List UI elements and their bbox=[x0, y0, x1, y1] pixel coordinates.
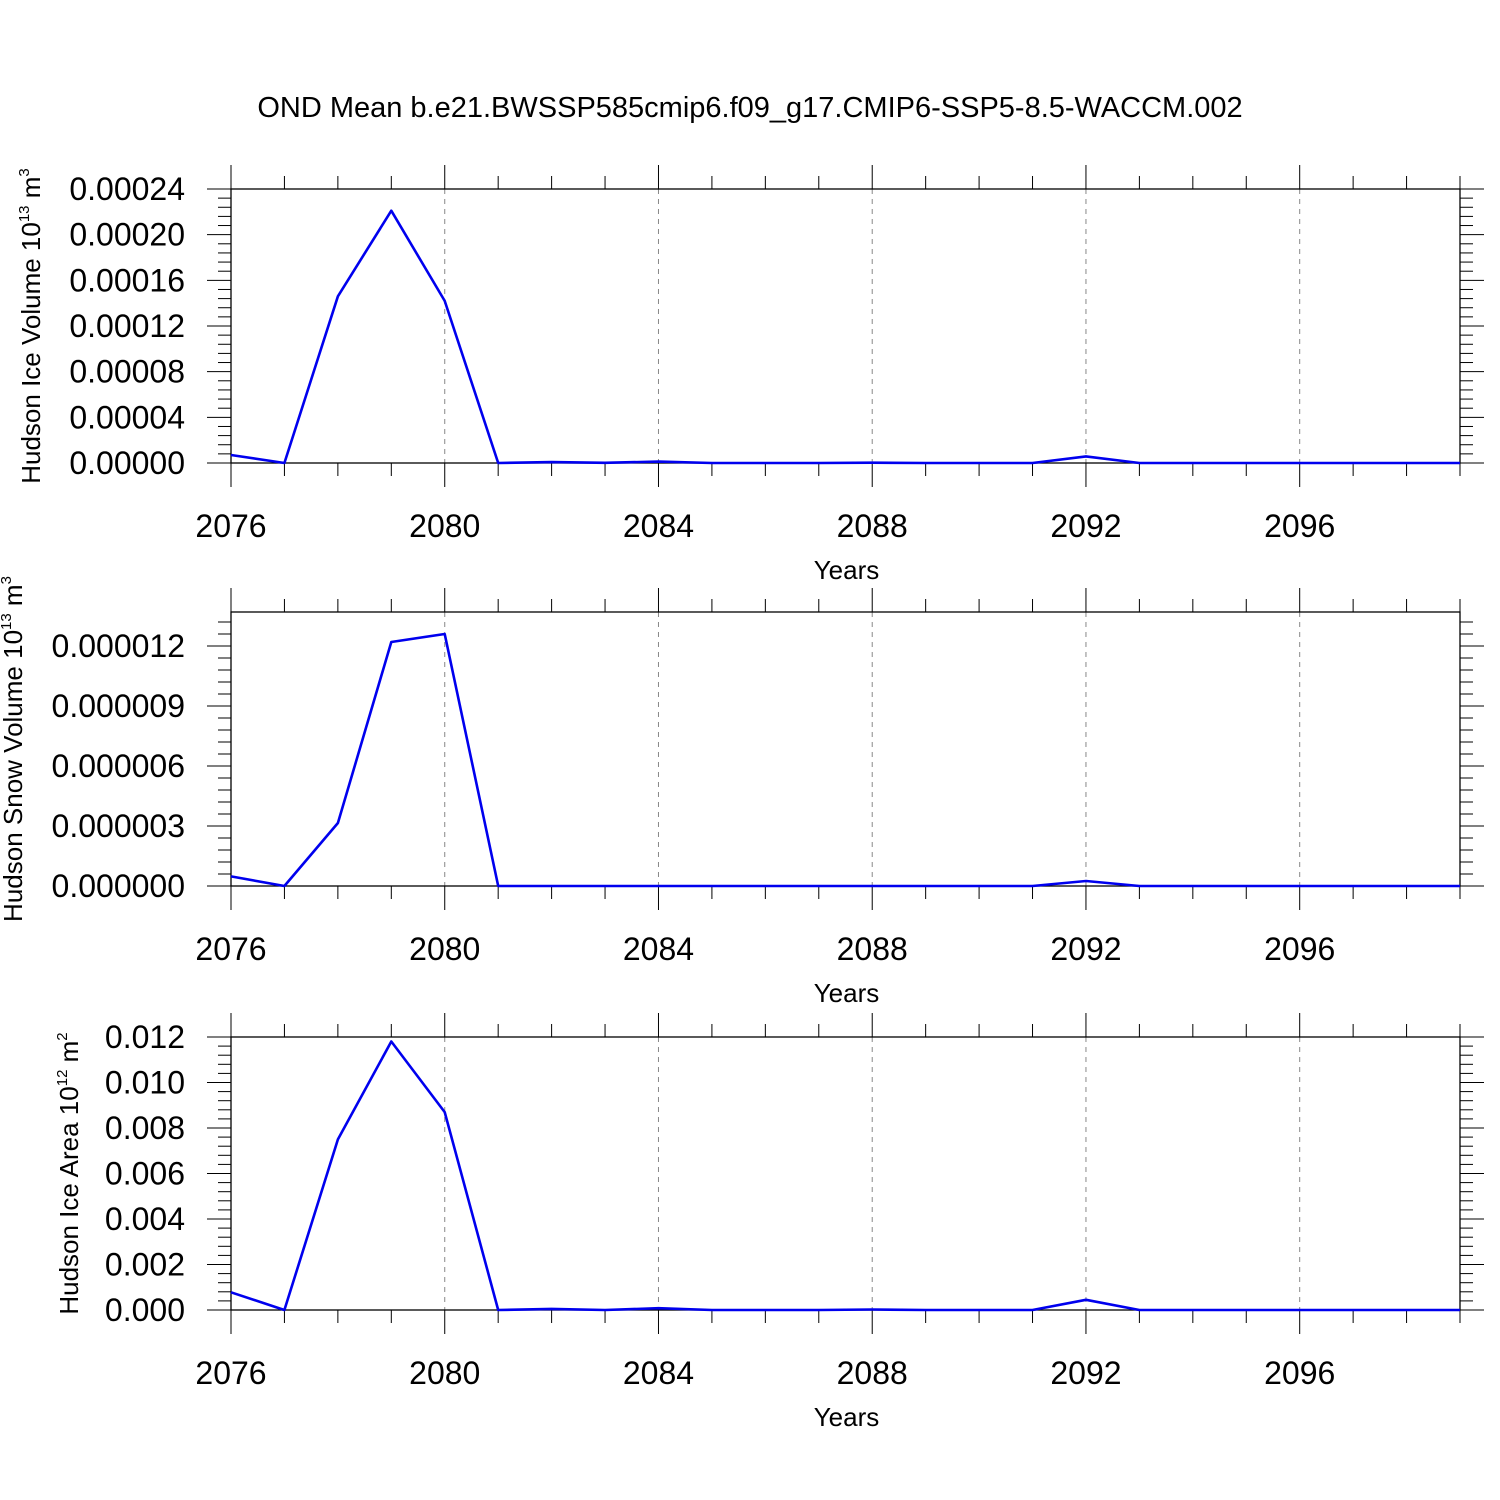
x-tick-label: 2092 bbox=[1050, 1355, 1121, 1391]
chart-panel-1: 2076 2080 2084 2088 2092 2096 Years 0.00000 0.00… bbox=[16, 165, 1484, 585]
x-tick-label: 2092 bbox=[1050, 508, 1121, 544]
x-tick-label: 2076 bbox=[195, 1355, 266, 1391]
y-axis-label-main: Hudson Ice Volume 10 bbox=[16, 222, 46, 484]
y-tick-label: 0.004 bbox=[105, 1201, 185, 1237]
x-tick-label: 2096 bbox=[1264, 1355, 1335, 1391]
y-tick-label: 0.00024 bbox=[69, 171, 185, 207]
y-axis-label-unit-exponent: 2 bbox=[54, 1032, 71, 1040]
series-line-2 bbox=[230, 632, 1460, 888]
x-tick-label: 2088 bbox=[837, 931, 908, 967]
y-tick-label: 0.00012 bbox=[69, 308, 185, 344]
x-axis-label: Years bbox=[814, 555, 880, 585]
y-tick-label: 0.010 bbox=[105, 1065, 185, 1101]
x-axis-label: Years bbox=[814, 978, 880, 1008]
x-tick-label: 2096 bbox=[1264, 931, 1335, 967]
x-tick-label: 2076 bbox=[195, 508, 266, 544]
y-tick-label: 0.00016 bbox=[69, 262, 185, 298]
series-line-1 bbox=[230, 209, 1460, 465]
y-tick-label: 0.000 bbox=[105, 1292, 185, 1328]
y-axis-label-exponent: 13 bbox=[0, 613, 15, 630]
x-tick-label: 2084 bbox=[623, 1355, 694, 1391]
y-axis-label-main: Hudson Snow Volume 10 bbox=[0, 630, 28, 922]
y-tick-label: 0.000006 bbox=[52, 748, 185, 784]
y-axis-label: Hudson Ice Volume 1013 m3 bbox=[16, 168, 46, 484]
chart-panel-3: 2076 2080 2084 2088 2092 2096 Years 0.000 0.002 0… bbox=[54, 1013, 1484, 1432]
plot-frame bbox=[230, 188, 1461, 464]
y-axis-label: Hudson Snow Volume 1013 m3 bbox=[0, 576, 28, 922]
x-tick-label: 2088 bbox=[837, 508, 908, 544]
y-tick-label: 0.00008 bbox=[69, 354, 185, 390]
y-axis-label-exponent: 12 bbox=[54, 1070, 71, 1087]
plot-frame bbox=[230, 1036, 1461, 1311]
y-axis-label-unit-exponent: 3 bbox=[16, 168, 33, 176]
y-axis-label-unit-exponent: 3 bbox=[0, 576, 15, 584]
y-tick-label: 0.000003 bbox=[52, 808, 185, 844]
y-axis-label-main: Hudson Ice Area 10 bbox=[54, 1086, 84, 1314]
plot-frame bbox=[230, 611, 1461, 887]
x-axis-label: Years bbox=[814, 1402, 880, 1432]
x-tick-label: 2088 bbox=[837, 1355, 908, 1391]
y-tick-label: 0.000000 bbox=[52, 868, 185, 904]
y-axis-label-exponent: 13 bbox=[16, 205, 33, 222]
y-tick-label: 0.012 bbox=[105, 1019, 185, 1055]
x-tick-label: 2084 bbox=[623, 508, 694, 544]
y-tick-label: 0.008 bbox=[105, 1110, 185, 1146]
y-tick-label: 0.002 bbox=[105, 1247, 185, 1283]
x-tick-label: 2080 bbox=[409, 931, 480, 967]
x-tick-label: 2076 bbox=[195, 931, 266, 967]
chart-panel-2: 2076 2080 2084 2088 2092 2096 Years 0.000000 0.0… bbox=[0, 576, 1484, 1008]
y-tick-label: 0.006 bbox=[105, 1156, 185, 1192]
y-axis-label: Hudson Ice Area 1012 m2 bbox=[54, 1032, 84, 1314]
y-tick-label: 0.000009 bbox=[52, 688, 185, 724]
x-tick-label: 2080 bbox=[409, 1355, 480, 1391]
figure-title: OND Mean b.e21.BWSSP585cmip6.f09_g17.CMI… bbox=[257, 92, 1242, 124]
y-axis-label-unit: m bbox=[0, 584, 28, 613]
y-tick-label: 0.00004 bbox=[69, 399, 185, 435]
x-tick-label: 2084 bbox=[623, 931, 694, 967]
x-tick-label: 2092 bbox=[1050, 931, 1121, 967]
y-axis-label-unit: m bbox=[16, 177, 46, 206]
y-tick-label: 0.000012 bbox=[52, 628, 185, 664]
y-tick-label: 0.00020 bbox=[69, 217, 185, 253]
x-tick-label: 2080 bbox=[409, 508, 480, 544]
y-axis-label-unit: m bbox=[54, 1041, 84, 1070]
series-line-3 bbox=[230, 1040, 1460, 1312]
y-tick-label: 0.00000 bbox=[69, 445, 185, 481]
x-tick-label: 2096 bbox=[1264, 508, 1335, 544]
